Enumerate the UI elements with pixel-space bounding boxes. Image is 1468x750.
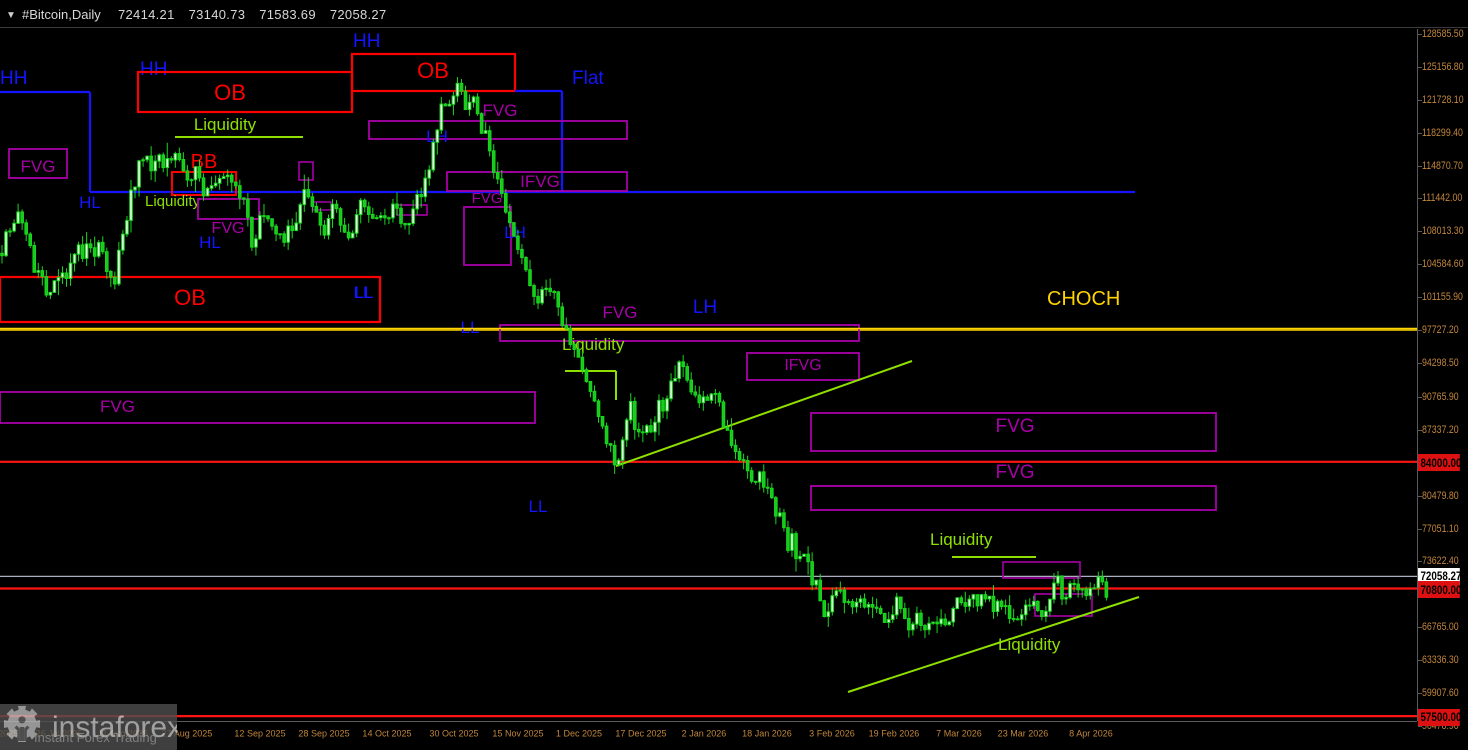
svg-text:HH: HH bbox=[0, 68, 27, 89]
svg-text:LH: LH bbox=[693, 297, 717, 318]
svg-text:FVG: FVG bbox=[995, 416, 1034, 437]
svg-text:FVG: FVG bbox=[483, 101, 518, 120]
svg-text:IFVG: IFVG bbox=[520, 172, 560, 191]
svg-text:FVG: FVG bbox=[100, 397, 135, 416]
svg-text:Flat: Flat bbox=[572, 68, 604, 89]
svg-text:HH: HH bbox=[353, 31, 380, 52]
svg-text:CHOCH: CHOCH bbox=[1047, 288, 1120, 310]
svg-text:HL: HL bbox=[79, 193, 101, 212]
svg-text:LL: LL bbox=[461, 318, 480, 337]
svg-text:OB: OB bbox=[417, 58, 449, 83]
svg-text:LL: LL bbox=[529, 497, 548, 516]
svg-text:Liquidity: Liquidity bbox=[998, 635, 1061, 654]
svg-text:IFVG: IFVG bbox=[784, 357, 821, 374]
svg-text:FVG: FVG bbox=[603, 303, 638, 322]
svg-text:Liquidity: Liquidity bbox=[145, 193, 201, 210]
svg-text:FVG: FVG bbox=[472, 190, 503, 207]
svg-text:FVG: FVG bbox=[21, 157, 56, 176]
svg-text:Liquidity: Liquidity bbox=[194, 115, 257, 134]
svg-text:FVG: FVG bbox=[995, 462, 1034, 483]
svg-text:OB: OB bbox=[214, 80, 246, 105]
svg-text:HL: HL bbox=[199, 233, 221, 252]
svg-text:Liquidity: Liquidity bbox=[930, 530, 993, 549]
svg-text:OB: OB bbox=[174, 285, 206, 310]
svg-text:LL: LL bbox=[354, 283, 373, 302]
svg-text:HH: HH bbox=[140, 59, 167, 80]
